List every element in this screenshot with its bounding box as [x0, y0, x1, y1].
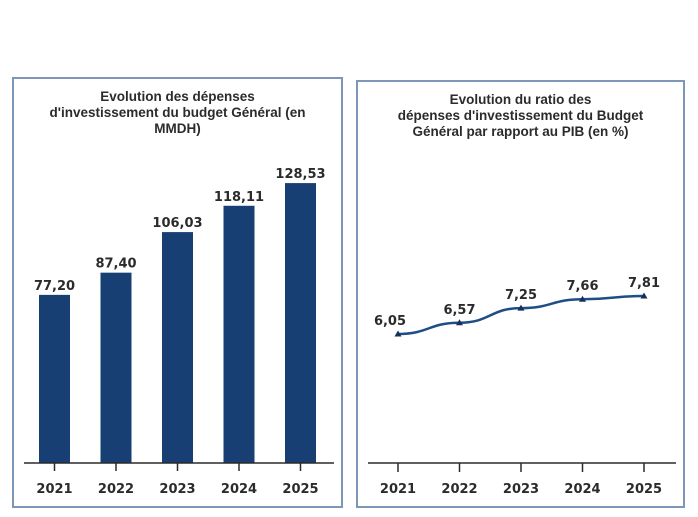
- line-chart-plot: 6,05 2021 6,57 2022 7,25 2023 7,66 2024 7,81 2025: [368, 276, 676, 497]
- line-chart-panel: Evolution du ratio des dépenses d'invest…: [356, 80, 685, 508]
- x-tick-label-2021: 2021: [36, 482, 72, 497]
- bar-value-label-2024: 118,11: [214, 190, 264, 205]
- bar-value-label-2022: 87,40: [95, 257, 136, 272]
- point-value-label-2024: 7,66: [566, 279, 598, 294]
- bar-2025: [285, 183, 316, 464]
- data-point-2022: [456, 319, 463, 326]
- x-tick-label-2023: 2023: [503, 482, 539, 497]
- bar-2022: [100, 272, 132, 463]
- bar-chart-panel: Evolution des dépenses d'investissement …: [12, 77, 343, 508]
- x-tick-label-2023: 2023: [159, 482, 195, 497]
- x-tick-label-2024: 2024: [221, 482, 257, 497]
- bar-2023: [162, 232, 193, 463]
- x-tick-label-2024: 2024: [564, 482, 600, 497]
- line-chart-title-line-2: dépenses d'investissement du Budget: [397, 108, 644, 123]
- bar-chart-plot: 77,20 2021 87,40 2022 106,03 2023 118,11 2024 12…: [24, 167, 334, 497]
- bar-chart-title-line-3: MMDH): [154, 121, 201, 136]
- line-chart-title-line-3: Général par rapport au PIB (en %): [412, 124, 629, 139]
- bar-2024: [223, 205, 255, 464]
- x-tick-label-2022: 2022: [98, 482, 134, 497]
- bar-chart-title-line-2: d'investissement du budget Général (en: [49, 105, 306, 120]
- x-tick-label-2025: 2025: [282, 482, 318, 497]
- line-chart-title-line-1: Evolution du ratio des: [449, 92, 592, 107]
- data-point-2024: [579, 295, 586, 302]
- bar-chart-title: Evolution des dépenses d'investissement …: [14, 89, 341, 137]
- x-tick-label-2021: 2021: [380, 482, 416, 497]
- bar-chart-title-line-1: Evolution des dépenses: [100, 89, 255, 104]
- point-value-label-2022: 6,57: [443, 303, 475, 318]
- point-value-label-2025: 7,81: [628, 276, 660, 291]
- data-point-2023: [517, 304, 525, 311]
- line-chart-title: Evolution du ratio des dépenses d'invest…: [358, 92, 683, 140]
- x-tick-label-2025: 2025: [626, 482, 662, 497]
- bar-value-label-2021: 77,20: [34, 279, 75, 294]
- point-value-label-2021: 6,05: [374, 314, 406, 329]
- point-value-label-2023: 7,25: [505, 288, 537, 303]
- data-point-2025: [640, 292, 648, 299]
- bar-value-label-2023: 106,03: [152, 216, 202, 231]
- bar-2021: [39, 294, 70, 463]
- data-point-2021: [394, 330, 402, 337]
- x-tick-label-2022: 2022: [441, 482, 477, 497]
- bar-value-label-2025: 128,53: [275, 167, 325, 182]
